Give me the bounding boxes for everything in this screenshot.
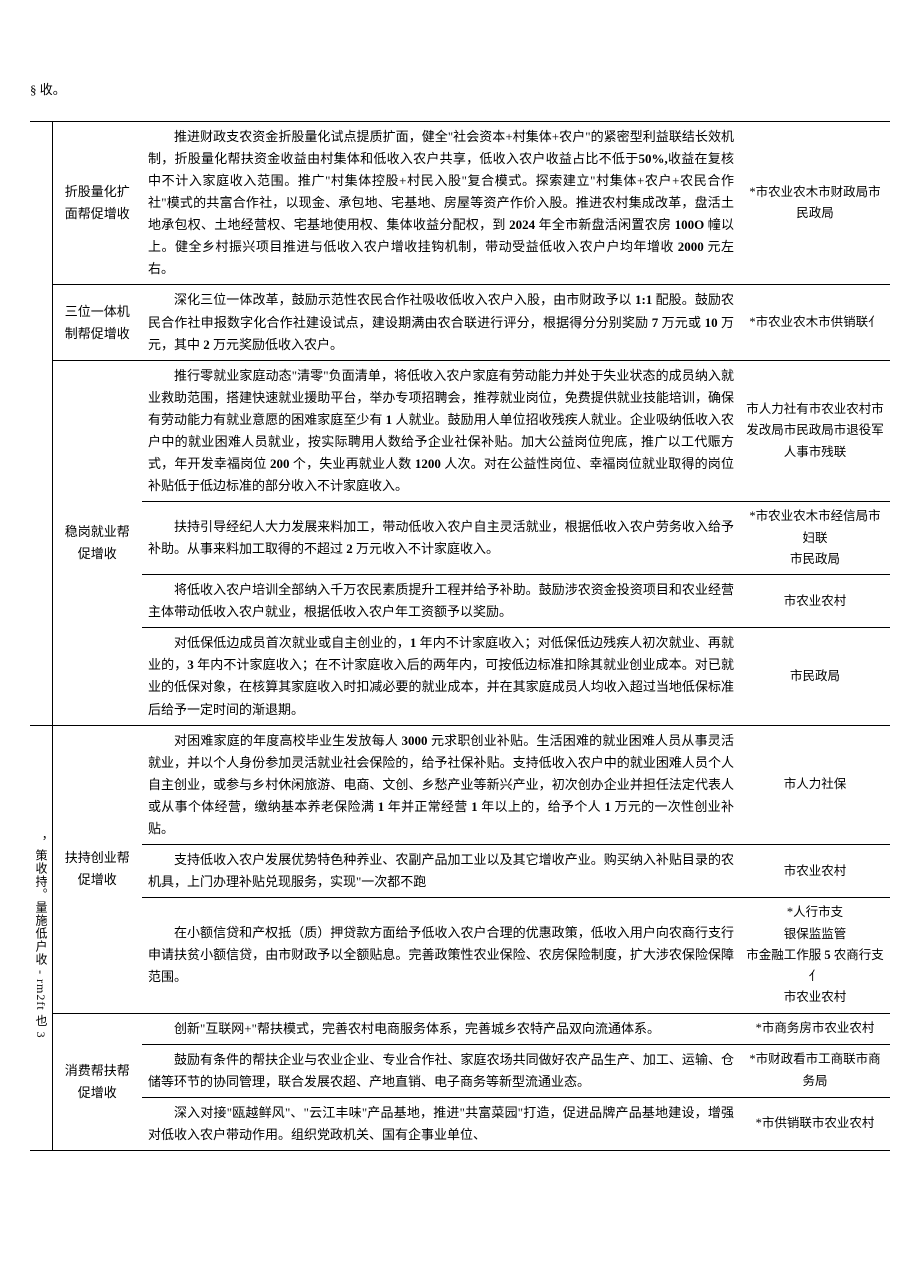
content-cell: 在小额信贷和产权抵（质）押贷款方面给予低收入农户合理的优惠政策，低收入用户向农商… (142, 898, 740, 1013)
content-cell: 扶持引导经纪人大力发展来料加工，带动低收入农户自主灵活就业，根据低收入农户劳务收… (142, 502, 740, 575)
dept-cell: *人行市支银保监监管市金融工作服 5 农商行支亻市农业农村 (740, 898, 890, 1013)
content-cell: 推进财政支农资金折股量化试点提质扩面，健全"社会资本+村集体+农户"的紧密型利益… (142, 121, 740, 285)
content-cell: 将低收入农户培训全部纳入千万农民素质提升工程并给予补助。鼓励涉农资金投资项目和农… (142, 575, 740, 628)
dept-cell: *市供销联市农业农村 (740, 1097, 890, 1150)
dept-cell: 市农业农村 (740, 575, 890, 628)
dept-cell: *市商务房市农业农村 (740, 1013, 890, 1044)
policy-table: 折股量化扩面帮促增收推进财政支农资金折股量化试点提质扩面，健全"社会资本+村集体… (30, 121, 890, 1151)
category-cell: 消费帮扶帮促增收 (52, 1013, 142, 1150)
top-note: § 收。 (30, 80, 890, 101)
content-cell: 支持低收入农户发展优势特色种养业、农副产品加工业以及其它增收产业。购买纳入补贴目… (142, 845, 740, 898)
dept-cell: 市人力社保 (740, 725, 890, 844)
category-cell: 折股量化扩面帮促增收 (52, 121, 142, 285)
side-label-top (30, 121, 52, 725)
category-cell: 扶持创业帮促增收 (52, 725, 142, 1013)
side-label-bottom: ，策收持。量施低户收 - rm2ft 也 3 (30, 725, 52, 1150)
dept-cell: *市农业农木市财政局市民政局 (740, 121, 890, 285)
dept-cell: *市财政看市工商联市商务局 (740, 1044, 890, 1097)
dept-cell: 市农业农村 (740, 845, 890, 898)
content-cell: 创新"互联网+"帮扶模式，完善农村电商服务体系，完善城乡农特产品双向流通体系。 (142, 1013, 740, 1044)
dept-cell: *市农业农木市经信局市妇联市民政局 (740, 502, 890, 575)
dept-cell: *市农业农木市供销联亻 (740, 285, 890, 360)
content-cell: 对困难家庭的年度高校毕业生发放每人 3000 元求职创业补贴。生活困难的就业困难… (142, 725, 740, 844)
content-cell: 对低保低边成员首次就业或自主创业的，1 年内不计家庭收入；对低保低边残疾人初次就… (142, 628, 740, 725)
content-cell: 深入对接"瓯越鲜风"、"云江丰味"产品基地，推进"共富菜园"打造，促进品牌产品基… (142, 1097, 740, 1150)
dept-cell: 市民政局 (740, 628, 890, 725)
category-cell: 稳岗就业帮促增收 (52, 360, 142, 725)
category-cell: 三位一体机制帮促增收 (52, 285, 142, 360)
dept-cell: 市人力社有市农业农村市发改局市民政局市退役军人事市残联 (740, 360, 890, 502)
content-cell: 推行零就业家庭动态"清零"负面清单，将低收入农户家庭有劳动能力并处于失业状态的成… (142, 360, 740, 502)
content-cell: 深化三位一体改革，鼓励示范性农民合作社吸收低收入农户入股，由市财政予以 1:1 … (142, 285, 740, 360)
content-cell: 鼓励有条件的帮扶企业与农业企业、专业合作社、家庭农场共同做好农产品生产、加工、运… (142, 1044, 740, 1097)
